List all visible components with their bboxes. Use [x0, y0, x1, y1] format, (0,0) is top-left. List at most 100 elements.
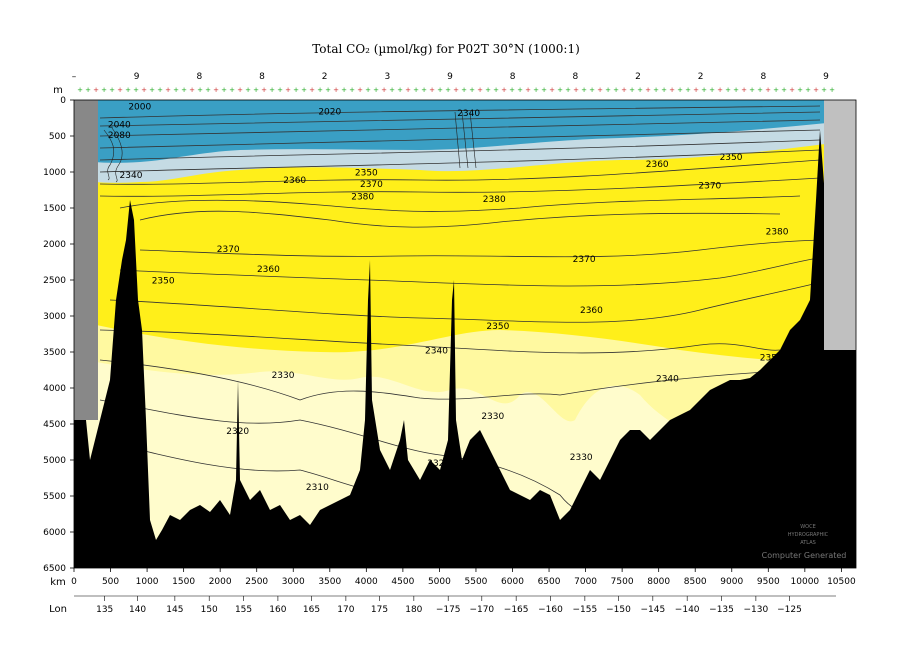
station-plus: +: [557, 86, 563, 94]
depth-axis-label: m: [53, 85, 63, 96]
station-plus: +: [637, 86, 643, 94]
contour-label: 2360: [580, 306, 603, 316]
contour-label: 2380: [483, 195, 506, 205]
lon-tick-label: 165: [303, 605, 320, 615]
station-plus: +: [117, 86, 123, 94]
contour-label: 2380: [766, 228, 789, 238]
station-plus: +: [621, 86, 627, 94]
station-marker: 8: [259, 72, 265, 82]
station-plus: +: [325, 86, 331, 94]
station-marker: 8: [510, 72, 516, 82]
station-plus: +: [469, 86, 475, 94]
station-plus: +: [381, 86, 387, 94]
station-plus: +: [693, 86, 699, 94]
plot-frame: [73, 99, 857, 569]
contour-label: 2310: [306, 483, 329, 493]
lon-tick-label: −135: [709, 605, 734, 615]
depth-axis: 0 500 1000 1500 2000 2500 3000 3500 4000 4500 5000…: [43, 96, 74, 574]
contour-label: 2350: [152, 277, 175, 287]
km-tick-label: 5000: [428, 577, 451, 587]
station-plus: +: [741, 86, 747, 94]
depth-tick-label: 0: [60, 96, 66, 106]
station-marker: 2: [698, 72, 704, 82]
station-plus: +: [293, 86, 299, 94]
depth-tick-label: 1000: [43, 168, 66, 178]
contour-label: 2340: [425, 346, 448, 356]
contour-label: 2350: [720, 153, 743, 163]
km-tick-label: 9500: [757, 577, 780, 587]
station-plus: +: [533, 86, 539, 94]
contour-label: 2350: [486, 322, 509, 332]
watermark-line-2: HYDROGRAPHIC: [788, 532, 829, 538]
depth-tick-label: 3500: [43, 348, 66, 358]
contour-label: 2380: [351, 192, 374, 202]
station-plus: +: [445, 86, 451, 94]
lon-tick-label: −145: [640, 605, 665, 615]
lon-axis-label: Lon: [49, 604, 67, 615]
lon-tick-label: 175: [371, 605, 388, 615]
km-tick-label: 1500: [172, 577, 195, 587]
station-plus: +: [725, 86, 731, 94]
station-plus: +: [573, 86, 579, 94]
station-plus: +: [229, 86, 235, 94]
lon-tick-label: −165: [504, 605, 529, 615]
station-marker: 2: [635, 72, 641, 82]
contour-label: 2360: [283, 176, 306, 186]
station-marker: 8: [572, 72, 578, 82]
depth-tick-label: 3000: [43, 312, 66, 322]
contour-label: 2320: [226, 427, 249, 437]
station-marker: 9: [134, 72, 140, 82]
km-tick-label: 6000: [501, 577, 524, 587]
station-plus: +: [813, 86, 819, 94]
station-plus: +: [717, 86, 723, 94]
lon-tick-label: 180: [405, 605, 422, 615]
contour-label: 2350: [760, 354, 783, 364]
station-plus: +: [101, 86, 107, 94]
contour-label: 2080: [108, 131, 131, 141]
depth-tick-label: 2500: [43, 276, 66, 286]
station-plus: +: [757, 86, 763, 94]
lon-tick-label: 150: [201, 605, 218, 615]
station-plus: +: [213, 86, 219, 94]
station-plus: +: [589, 86, 595, 94]
depth-tick-label: 5500: [43, 492, 66, 502]
station-plus: +: [709, 86, 715, 94]
surface-dense-contours: [103, 111, 477, 183]
station-plus: +: [341, 86, 347, 94]
contour-label: 2340: [120, 171, 143, 181]
station-plus: +: [485, 86, 491, 94]
chart-title: Total CO₂ (µmol/kg) for P02T 30°N (1000:…: [312, 42, 580, 56]
contour-label: 2340: [457, 109, 480, 119]
km-tick-label: 1000: [136, 577, 159, 587]
station-marker: 9: [823, 72, 829, 82]
station-plus: +: [317, 86, 323, 94]
station-plus: +: [277, 86, 283, 94]
station-plus: +: [125, 86, 131, 94]
station-marker: 2: [322, 72, 328, 82]
lon-tick-label: −125: [777, 605, 802, 615]
station-plus: +: [645, 86, 651, 94]
station-plus: +: [493, 86, 499, 94]
station-plus: +: [733, 86, 739, 94]
station-marker: 9: [447, 72, 453, 82]
station-plus: +: [765, 86, 771, 94]
lon-tick-label: 170: [337, 605, 354, 615]
station-plus: +: [501, 86, 507, 94]
station-plus: +: [405, 86, 411, 94]
station-plus: +: [661, 86, 667, 94]
station-plus: +: [309, 86, 315, 94]
lon-tick-label: 145: [166, 605, 183, 615]
contour-label: 2040: [108, 120, 131, 130]
left-shadow: [74, 100, 98, 420]
lon-tick-label: 140: [129, 605, 146, 615]
station-plus: +: [549, 86, 555, 94]
watermark-caption: Computer Generated: [762, 551, 847, 560]
station-plus: +: [629, 86, 635, 94]
lon-tick-label: 155: [235, 605, 252, 615]
contour-label: 2350: [355, 169, 378, 179]
contour-label: 2330: [272, 371, 295, 381]
station-plus: +: [365, 86, 371, 94]
km-tick-label: 8000: [647, 577, 670, 587]
